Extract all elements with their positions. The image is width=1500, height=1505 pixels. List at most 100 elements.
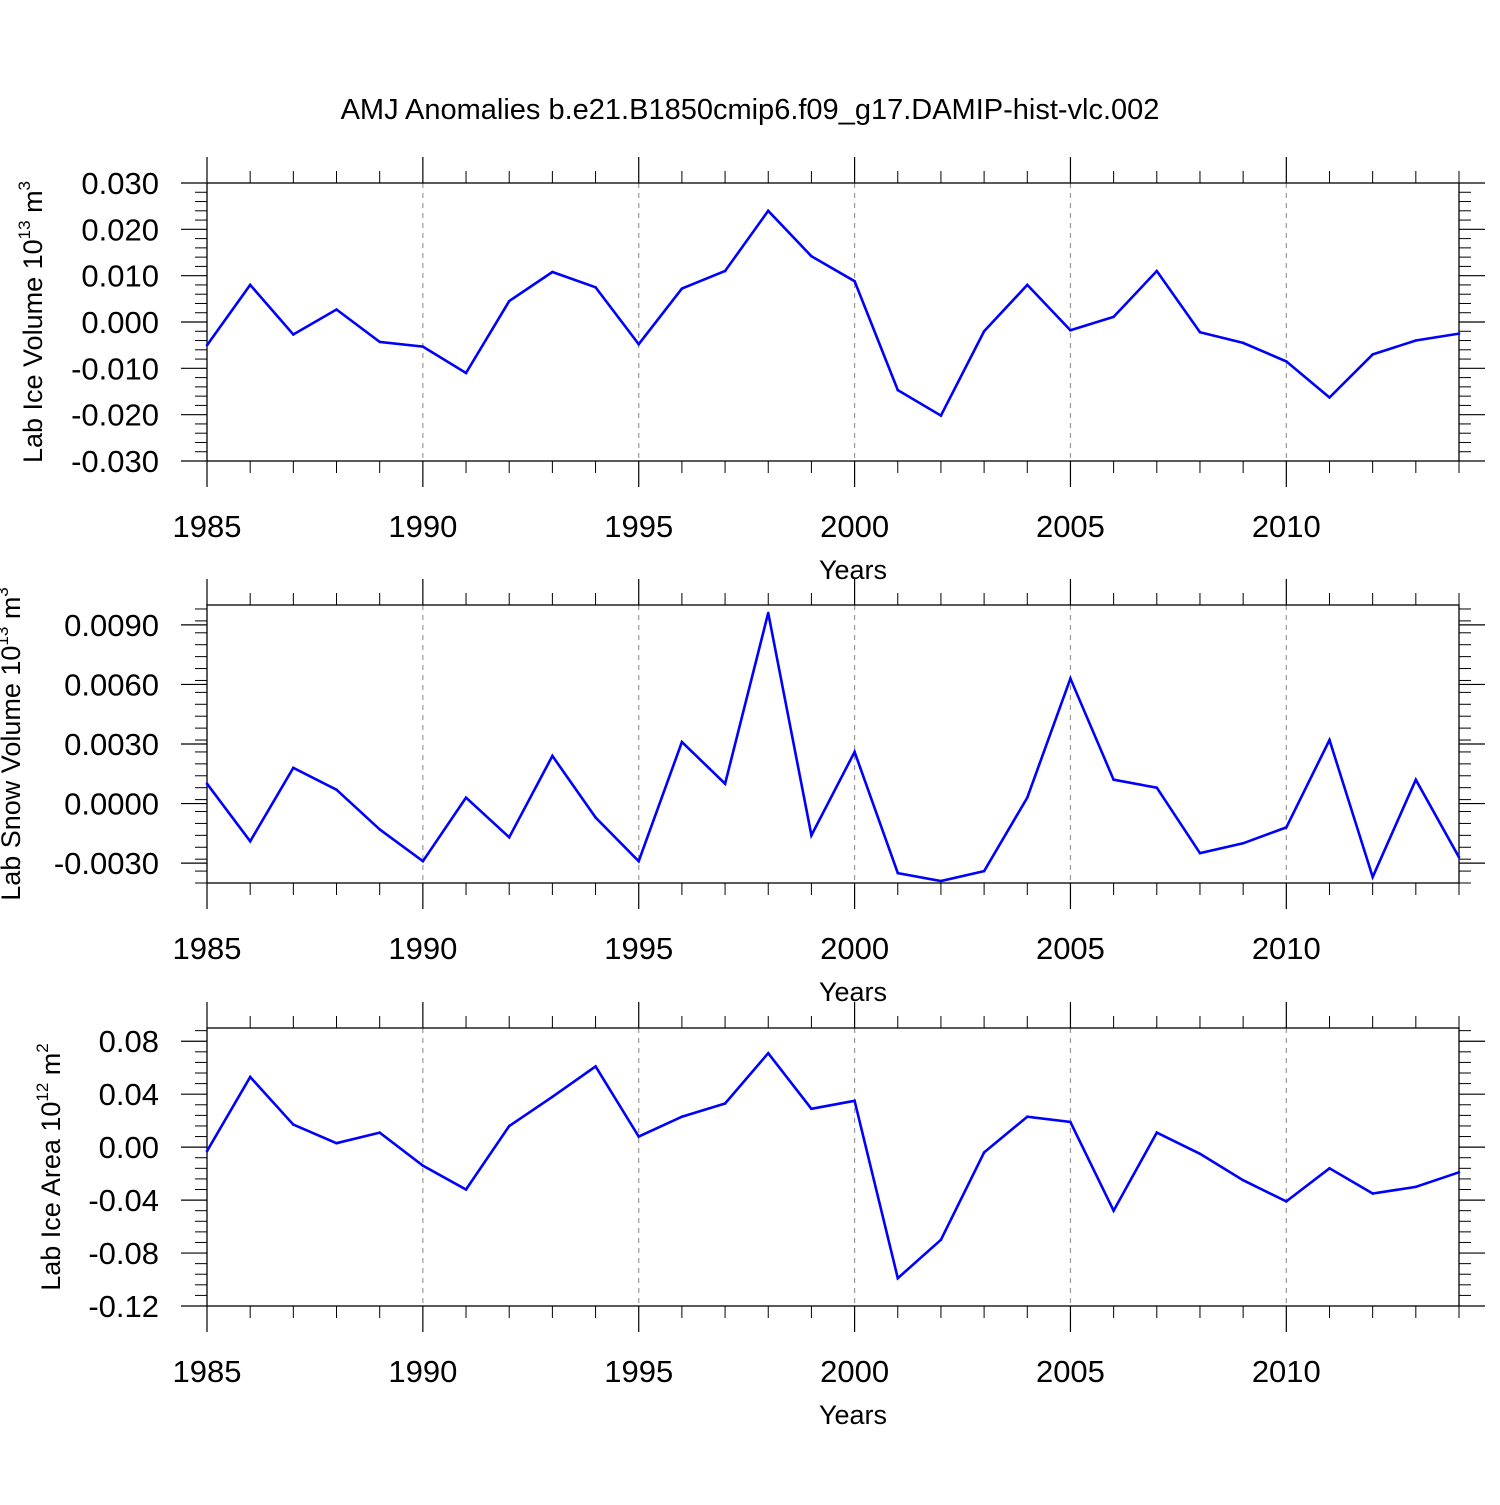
- y-tick-label: -0.020: [71, 398, 159, 433]
- panel-2: -0.0030 0.0000 0.0030 0.0060 0.0090 1985 1990 1…: [0, 579, 1485, 1007]
- data-point: [723, 1102, 727, 1105]
- data-point: [1198, 330, 1202, 334]
- x-tick-label: 1995: [604, 509, 673, 544]
- data-point: [464, 796, 468, 799]
- data-point: [680, 1115, 684, 1118]
- data-point: [723, 269, 727, 273]
- x-tick-label: 2010: [1252, 509, 1321, 544]
- x-tick-label: 2010: [1252, 1354, 1321, 1389]
- data-point: [248, 1075, 252, 1079]
- data-point: [205, 782, 209, 786]
- data-point: [551, 754, 554, 758]
- x-tick-label: 1990: [388, 1354, 457, 1389]
- x-tick-label: 2010: [1252, 931, 1321, 966]
- x-tick-label: 1985: [173, 1354, 242, 1389]
- y-axis-label: Lab Snow Volume 1013 m3: [0, 587, 26, 901]
- data-point: [335, 788, 338, 791]
- y-tick-label: 0.0090: [64, 608, 159, 643]
- data-point: [1025, 1115, 1029, 1118]
- data-point: [594, 285, 597, 289]
- data-point: [594, 1065, 597, 1068]
- data-point: [421, 345, 425, 348]
- data-point: [1069, 1120, 1072, 1124]
- figure-title: AMJ Anomalies b.e21.B1850cmip6.f09_g17.D…: [341, 94, 1160, 126]
- data-point: [464, 1188, 468, 1191]
- data-point: [1025, 283, 1029, 287]
- series-line: [205, 208, 1460, 418]
- data-point: [335, 308, 338, 311]
- data-point: [680, 287, 684, 290]
- data-point: [1457, 1170, 1461, 1174]
- data-point: [292, 766, 295, 770]
- data-point: [551, 270, 554, 274]
- data-point: [982, 1151, 986, 1154]
- x-axis-label: Years: [819, 977, 887, 1007]
- data-point: [1414, 778, 1418, 782]
- y-tick-label: 0.020: [81, 212, 159, 247]
- data-point: [1328, 396, 1331, 399]
- data-point: [551, 1095, 554, 1099]
- y-tick-label: -0.0030: [54, 846, 159, 881]
- y-tick-label: 0.00: [99, 1130, 159, 1165]
- y-tick-label: 0.0030: [64, 727, 159, 762]
- x-axis-label: Years: [819, 555, 887, 585]
- y-axis-label: Lab Ice Area 1012 m2: [33, 1043, 66, 1291]
- panel-3: -0.12 -0.08 -0.04 0.00 0.04 0.08 1985 1990 1995 2…: [33, 1002, 1485, 1430]
- data-point: [421, 859, 425, 863]
- data-point: [464, 371, 468, 375]
- data-point: [637, 859, 641, 863]
- x-tick-label: 2005: [1036, 1354, 1105, 1389]
- x-tick-label: 1995: [604, 931, 673, 966]
- y-tick-label: -0.030: [71, 444, 159, 479]
- data-point: [1457, 332, 1461, 335]
- y-tick-label: 0.030: [81, 166, 159, 201]
- data-point: [335, 1141, 338, 1145]
- y-tick-label: 0.0000: [64, 787, 159, 822]
- y-tick-label: -0.010: [71, 351, 159, 386]
- data-point: [810, 1107, 813, 1111]
- y-tick-label: 0.08: [99, 1024, 159, 1059]
- data-point: [1285, 1200, 1288, 1203]
- y-axis-label: Lab Ice Volume 1013 m3: [15, 181, 48, 463]
- data-point: [680, 740, 684, 744]
- data-point: [810, 834, 813, 837]
- data-point: [594, 816, 597, 819]
- data-point: [766, 1051, 770, 1055]
- data-point: [1371, 1192, 1374, 1195]
- data-point: [1069, 329, 1072, 332]
- data-point: [1328, 1167, 1331, 1170]
- data-point: [853, 279, 856, 283]
- data-point: [1414, 1185, 1418, 1189]
- data-point: [1371, 353, 1374, 356]
- data-point: [939, 414, 943, 417]
- y-tick-label: 0.0060: [64, 667, 159, 702]
- data-point: [1155, 1131, 1159, 1134]
- panel-1: -0.030 -0.020 -0.010 0.000 0.010 0.020 0.030 19…: [15, 157, 1485, 585]
- data-point: [1112, 315, 1115, 319]
- y-tick-label: -0.04: [88, 1183, 159, 1218]
- data-point: [896, 388, 900, 392]
- data-point: [982, 329, 986, 333]
- x-tick-label: 1990: [388, 509, 457, 544]
- y-tick-label: 0.04: [99, 1077, 159, 1112]
- data-point: [1241, 841, 1245, 845]
- series-line: [205, 612, 1461, 883]
- data-point: [1241, 341, 1245, 345]
- data-point: [1414, 339, 1418, 342]
- data-point: [1112, 1209, 1115, 1212]
- data-point: [896, 1276, 900, 1280]
- x-tick-label: 2000: [820, 1354, 889, 1389]
- data-point: [292, 333, 295, 336]
- x-tick-label: 2005: [1036, 509, 1105, 544]
- data-point: [637, 342, 641, 346]
- data-point: [723, 782, 727, 786]
- data-point: [1285, 826, 1288, 829]
- data-point: [939, 879, 943, 883]
- data-point: [766, 209, 770, 213]
- data-point: [637, 1135, 641, 1138]
- data-point: [1025, 796, 1029, 799]
- y-tick-label: 0.000: [81, 305, 159, 340]
- y-tick-label: 0.010: [81, 259, 159, 294]
